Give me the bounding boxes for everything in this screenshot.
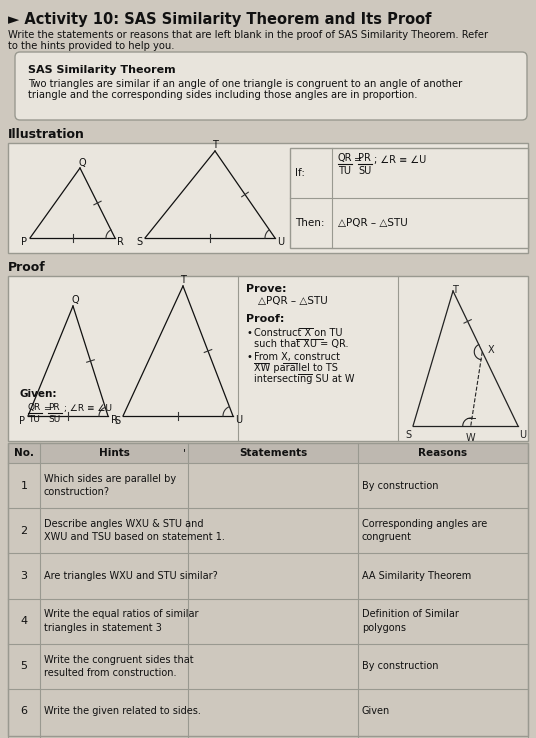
Text: Write the statements or reasons that are left blank in the proof of SAS Similari: Write the statements or reasons that are… (8, 30, 488, 40)
Text: Hints: Hints (99, 448, 129, 458)
Text: Definition of Similar
polygons: Definition of Similar polygons (362, 610, 459, 632)
Text: Corresponding angles are
congruent: Corresponding angles are congruent (362, 519, 487, 542)
Text: U: U (519, 430, 526, 440)
Text: 4: 4 (20, 616, 27, 626)
Text: SU: SU (358, 166, 371, 176)
Text: SU: SU (48, 415, 60, 424)
Text: S: S (405, 430, 411, 440)
Text: Reasons: Reasons (419, 448, 467, 458)
Text: Describe angles WXU & STU and
XWU and TSU based on statement 1.: Describe angles WXU & STU and XWU and TS… (44, 519, 225, 542)
Text: •: • (246, 328, 252, 338)
FancyBboxPatch shape (15, 52, 527, 120)
Text: AA Similarity Theorem: AA Similarity Theorem (362, 571, 471, 581)
Text: Are triangles WXU and STU similar?: Are triangles WXU and STU similar? (44, 571, 218, 581)
Text: P: P (19, 416, 25, 426)
Text: From X, construct: From X, construct (254, 352, 340, 362)
Text: Write the given related to sides.: Write the given related to sides. (44, 706, 201, 717)
Text: ; ∠R ≡ ∠U: ; ∠R ≡ ∠U (374, 155, 426, 165)
Text: W: W (466, 433, 475, 443)
Text: PR: PR (48, 403, 59, 412)
Text: U: U (235, 415, 243, 425)
Text: Proof:: Proof: (246, 314, 285, 324)
Text: 2: 2 (20, 525, 27, 536)
Text: Q: Q (78, 158, 86, 168)
Text: P: P (21, 237, 27, 247)
Text: 1: 1 (20, 480, 27, 491)
Text: U: U (278, 237, 285, 247)
Bar (8, 443, 528, 463)
Text: intersecting SU at W: intersecting SU at W (254, 374, 354, 384)
Text: 6: 6 (20, 706, 27, 717)
Text: Prove:: Prove: (246, 284, 287, 294)
Text: R: R (110, 415, 117, 425)
Text: QR: QR (338, 153, 353, 163)
Text: Write the congruent sides that
resulted from construction.: Write the congruent sides that resulted … (44, 655, 193, 677)
Text: If:: If: (295, 168, 305, 178)
Text: Write the equal ratios of similar
triangles in statement 3: Write the equal ratios of similar triang… (44, 610, 198, 632)
Text: triangle and the corresponding sides including those angles are in proportion.: triangle and the corresponding sides inc… (28, 90, 418, 100)
Text: T: T (180, 275, 186, 285)
Text: Which sides are parallel by
construction?: Which sides are parallel by construction… (44, 474, 176, 497)
Bar (8, 143, 528, 253)
Text: 5: 5 (20, 661, 27, 672)
Text: S: S (136, 237, 142, 247)
Bar (290, 148, 528, 248)
Text: Then:: Then: (295, 218, 324, 228)
Text: Proof: Proof (8, 261, 46, 274)
Text: ': ' (183, 448, 186, 458)
Text: 3: 3 (20, 571, 27, 581)
Text: TU: TU (338, 166, 351, 176)
Text: Q: Q (71, 295, 79, 305)
Text: TU: TU (28, 415, 40, 424)
Text: R: R (116, 237, 123, 247)
Text: X: X (487, 345, 494, 355)
Text: PR: PR (358, 153, 371, 163)
Text: No.: No. (14, 448, 34, 458)
Text: Two triangles are similar if an angle of one triangle is congruent to an angle o: Two triangles are similar if an angle of… (28, 79, 462, 89)
Text: By construction: By construction (362, 480, 438, 491)
Text: =: = (43, 404, 50, 413)
Text: Statements: Statements (239, 448, 307, 458)
Text: •: • (246, 352, 252, 362)
Text: S: S (114, 416, 120, 426)
Text: Construct X on TU: Construct X on TU (254, 328, 343, 338)
Text: ; ∠R ≡ ∠U: ; ∠R ≡ ∠U (64, 404, 112, 413)
Text: XW parallel to TS: XW parallel to TS (254, 363, 338, 373)
Text: By construction: By construction (362, 661, 438, 672)
Text: △PQR – △STU: △PQR – △STU (258, 296, 327, 306)
Bar (8, 443, 528, 736)
Text: T: T (212, 140, 218, 150)
Text: QR: QR (28, 403, 41, 412)
Text: Given: Given (362, 706, 390, 717)
Text: Illustration: Illustration (8, 128, 85, 141)
Text: to the hints provided to help you.: to the hints provided to help you. (8, 41, 175, 51)
Text: △PQR – △STU: △PQR – △STU (338, 218, 408, 228)
Bar (8, 276, 528, 441)
Text: ► Activity 10: SAS Similarity Theorem and Its Proof: ► Activity 10: SAS Similarity Theorem an… (8, 12, 431, 27)
Text: Given:: Given: (20, 389, 57, 399)
Text: T: T (452, 285, 458, 295)
Text: =: = (354, 155, 362, 165)
Text: SAS Similarity Theorem: SAS Similarity Theorem (28, 65, 176, 75)
Text: such that XU = QR.: such that XU = QR. (254, 339, 348, 349)
